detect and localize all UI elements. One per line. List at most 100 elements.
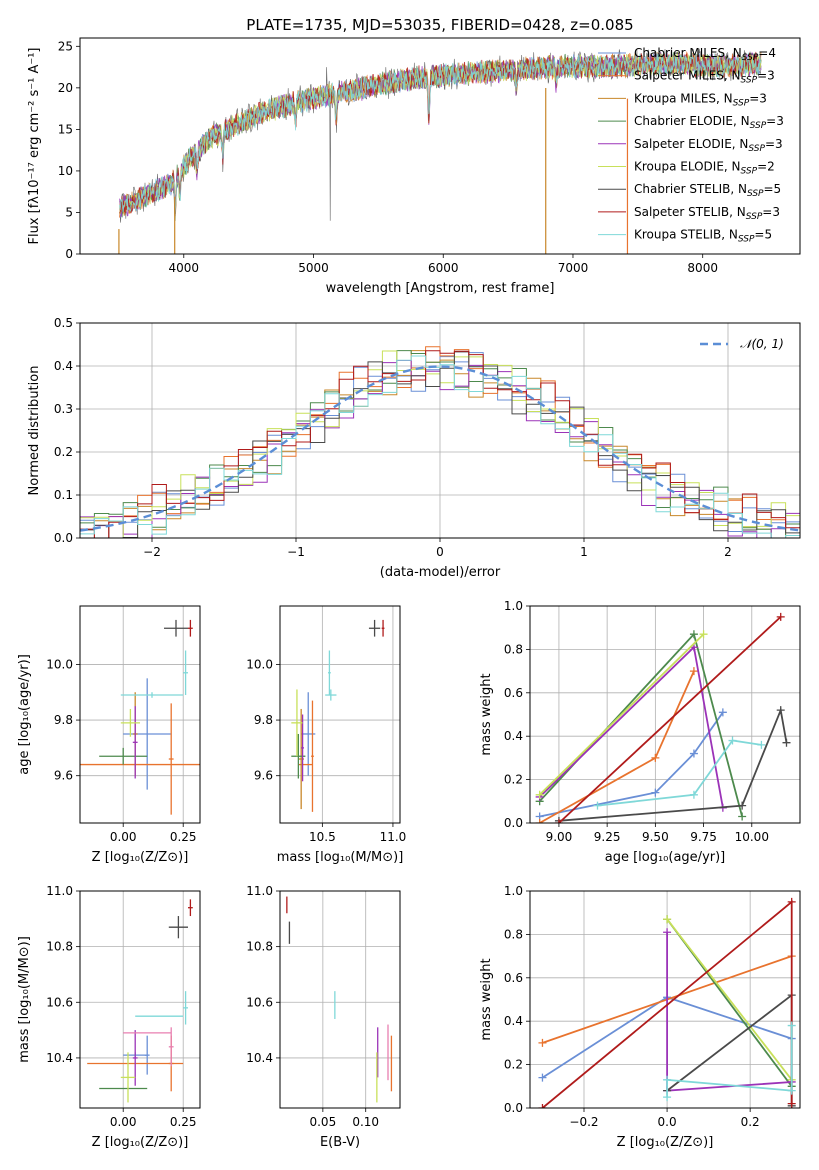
- y-tick-label: 0.6: [504, 971, 523, 985]
- y-axis-label: mass weight: [479, 958, 494, 1040]
- y-tick-label: 0.1: [54, 488, 73, 502]
- y-tick-label: 0: [65, 247, 73, 261]
- weight-marker: [538, 1073, 547, 1082]
- x-tick-label: 0.05: [309, 1115, 336, 1129]
- data-layer: [80, 619, 200, 815]
- figure-title: PLATE=1735, MJD=53035, FIBERID=0428, z=0…: [246, 16, 633, 34]
- weight-line: [538, 633, 705, 796]
- axes-frame: [79, 322, 801, 539]
- weight-marker: [718, 708, 727, 717]
- axes-frame: [529, 890, 801, 1109]
- legend-label-tail: =2: [757, 160, 775, 174]
- weight-marker: [689, 749, 698, 758]
- weight-marker: [689, 630, 698, 639]
- x-tick-label: 0.2: [741, 1115, 760, 1129]
- y-tick-label: 0.0: [504, 1101, 523, 1115]
- x-tick-label: 6000: [428, 261, 459, 275]
- y-tick-label: 10.4: [46, 1051, 73, 1065]
- x-tick-label: 9.25: [594, 830, 621, 844]
- legend-label-tail: =5: [764, 182, 782, 196]
- errorbar-point: [120, 1052, 136, 1103]
- y-tick-label: 0.2: [504, 773, 523, 787]
- weight-marker: [782, 738, 791, 747]
- errorbar-point: [291, 689, 303, 757]
- errorbar-point: [311, 700, 314, 812]
- legend-label-main: Salpeter MILES, N: [634, 69, 741, 83]
- data-layer: [535, 612, 791, 823]
- panel-age-vs-mass: 10.5 11.0 9.6 9.8 10.0 mass [log₁₀(M/M⊙)]: [246, 605, 406, 865]
- errorbar-point: [120, 708, 140, 737]
- weight-series: [554, 612, 785, 823]
- errorbar-point: [144, 1035, 150, 1075]
- errorbar-point: [168, 916, 188, 939]
- weight-marker: [689, 667, 698, 676]
- errorbar-point: [183, 650, 188, 696]
- legend-label-main: Chabrier MILES, N: [634, 46, 742, 60]
- y-tick-label: 10.0: [46, 657, 73, 671]
- weight-marker: [535, 790, 544, 799]
- y-tick-label: 0.2: [504, 1058, 523, 1072]
- weight-marker: [663, 1093, 672, 1102]
- y-tick-label: 10.8: [246, 940, 273, 954]
- panel-spectrum: 4000 5000 6000 7000 8000 0 5 10 15 20 25 wavelength…: [27, 37, 801, 296]
- legend-label-sub: SSP: [741, 167, 758, 177]
- y-tick-label: 0.5: [54, 316, 73, 330]
- x-axis-label: (data-model)/error: [380, 565, 501, 580]
- y-tick-label: 9.6: [254, 769, 273, 783]
- axes-frame: [79, 890, 201, 1109]
- y-tick-label: 5: [65, 205, 73, 219]
- panel-mass-vs-Z: 0.00 0.25 10.4 10.6 10.8 11.0 Z [log₁₀(Z/Z⊙)] m…: [17, 884, 201, 1150]
- legend-label-main: Kroupa ELODIE, N: [634, 160, 741, 174]
- legend-label-tail: =3: [749, 91, 767, 105]
- weight-marker: [535, 819, 544, 823]
- panel-age-vs-Z: 0.00 0.25 9.6 9.8 10.0 Z [log₁₀(Z/Z⊙)] age [lo…: [17, 605, 201, 865]
- x-tick-label: 0.0: [658, 1115, 677, 1129]
- legend-label-main: Chabrier ELODIE, N: [634, 114, 750, 128]
- x-tick-label: 0.00: [110, 830, 137, 844]
- y-tick-label: 20: [58, 81, 73, 95]
- legend-label: Chabrier MILES, NSSP=4: [634, 46, 776, 63]
- y-tick-label: 25: [58, 39, 73, 53]
- x-axis-label: mass [log₁₀(M/M⊙)]: [277, 850, 404, 865]
- weight-marker: [593, 801, 602, 810]
- errorbar-point: [132, 706, 138, 779]
- legend-label-tail: =3: [757, 69, 775, 83]
- weight-line: [666, 918, 793, 1081]
- errorbar-point: [132, 1030, 138, 1086]
- y-tick-label: 0.0: [504, 816, 523, 830]
- weight-line: [666, 1025, 793, 1098]
- weight-series: [535, 630, 708, 799]
- x-tick-label: 10.5: [309, 830, 336, 844]
- errorbar-point: [381, 619, 385, 637]
- legend-label-tail: =4: [758, 46, 776, 60]
- errorbar-point: [123, 678, 172, 790]
- y-axis-label: Flux [fλ10⁻¹⁷ erg cm⁻² s⁻¹ A⁻¹]: [27, 48, 42, 245]
- panel-mass-vs-ebv: 0.05 0.10 10.4 10.6 10.8 11.0 E(B-V): [246, 884, 401, 1150]
- weight-series: [535, 667, 698, 823]
- weight-line: [558, 616, 782, 823]
- y-axis-label: mass [log₁₀(M/M⊙)]: [17, 936, 32, 1063]
- x-axis-label: age [log₁₀(age/yr)]: [605, 850, 726, 865]
- x-tick-label: −2: [143, 545, 161, 559]
- x-axis-label: wavelength [Angstrom, rest frame]: [326, 281, 555, 296]
- x-axis-label: Z [log₁₀(Z/Z⊙)]: [92, 1135, 189, 1150]
- histogram-series: [80, 351, 800, 538]
- y-axis-label: mass weight: [479, 673, 494, 755]
- legend-label-main: Salpeter STELIB, N: [634, 205, 746, 219]
- data-layer: [286, 896, 393, 1103]
- errorbar-point: [168, 703, 174, 815]
- legend-label-main: Chabrier STELIB, N: [634, 182, 747, 196]
- y-tick-label: 0.8: [504, 642, 523, 656]
- weight-series: [663, 1021, 796, 1102]
- errorbar-point: [164, 619, 188, 637]
- x-axis-label: Z [log₁₀(Z/Z⊙)]: [92, 850, 189, 865]
- y-axis-label: Normed distribution: [27, 366, 42, 496]
- y-tick-label: 10.6: [46, 995, 73, 1009]
- y-tick-label: 9.8: [254, 713, 273, 727]
- weight-marker: [787, 1086, 796, 1095]
- errorbar-point: [328, 650, 331, 696]
- y-tick-label: 0.3: [54, 402, 73, 416]
- y-tick-label: 9.8: [54, 713, 73, 727]
- x-tick-label: 9.50: [642, 830, 669, 844]
- x-tick-label: 5000: [298, 261, 329, 275]
